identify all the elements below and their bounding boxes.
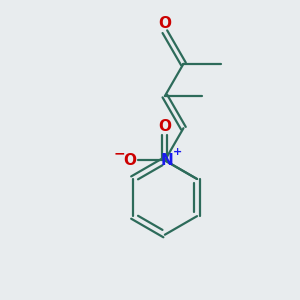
Text: O: O [123,153,136,168]
Text: O: O [158,16,171,31]
Text: O: O [158,119,171,134]
Text: N: N [161,153,174,168]
Text: −: − [114,146,125,160]
Text: +: + [173,147,182,157]
